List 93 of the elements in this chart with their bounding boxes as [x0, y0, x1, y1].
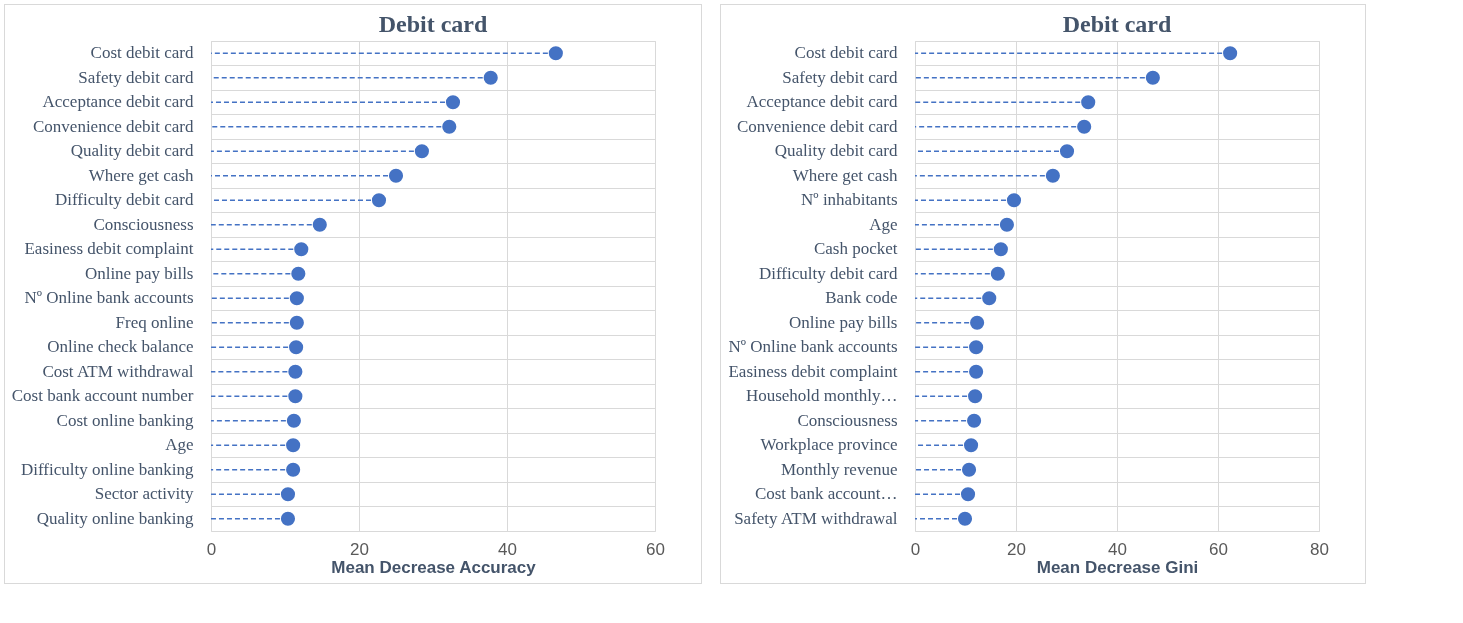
- point: [286, 438, 301, 453]
- y-tick-label: Age: [165, 435, 194, 455]
- x-axis-title: Mean Decrease Accuracy: [331, 557, 537, 577]
- point: [445, 95, 461, 110]
- y-tick-label: Freq online: [115, 312, 194, 332]
- y-tick-label: Acceptance debit card: [746, 92, 898, 112]
- point: [280, 511, 296, 526]
- y-tick-label: Cost debit card: [794, 43, 898, 63]
- point: [957, 511, 973, 526]
- point: [442, 119, 457, 134]
- point: [1081, 95, 1096, 110]
- point: [294, 242, 309, 257]
- y-tick-label: Where get cash: [88, 165, 194, 185]
- point: [548, 46, 563, 61]
- y-tick-label: Difficulty debit card: [55, 190, 194, 210]
- y-tick-label: Cash pocket: [813, 239, 898, 259]
- y-tick-label: Where get cash: [792, 165, 898, 185]
- point: [483, 70, 498, 85]
- point: [1059, 144, 1075, 159]
- point: [1223, 46, 1238, 61]
- point: [286, 462, 301, 477]
- point: [963, 438, 979, 453]
- y-tick-label: Consciousness: [797, 410, 898, 430]
- y-tick-label: Online check balance: [47, 337, 194, 357]
- y-tick-label: Consciousness: [93, 214, 194, 234]
- y-tick-label: Cost online banking: [56, 410, 194, 430]
- y-tick-label: Online pay bills: [84, 263, 194, 283]
- point: [289, 315, 304, 330]
- y-tick-label: Nº inhabitants: [801, 190, 898, 210]
- point: [388, 168, 404, 183]
- point: [969, 364, 984, 379]
- point: [999, 217, 1014, 232]
- point: [288, 364, 303, 379]
- point: [291, 266, 306, 281]
- y-tick-label: Easiness debit complaint: [728, 361, 898, 381]
- point: [1145, 70, 1160, 85]
- x-tick-label: 60: [646, 539, 665, 559]
- y-tick-label: Cost debit card: [90, 43, 194, 63]
- y-tick-label: Safety debit card: [782, 67, 898, 87]
- point: [371, 193, 387, 208]
- y-tick-label: Safety debit card: [78, 67, 194, 87]
- point: [1045, 168, 1060, 183]
- y-tick-label: Cost ATM withdrawal: [42, 361, 194, 381]
- y-tick-label: Age: [869, 214, 898, 234]
- y-tick-label: Quality debit card: [774, 141, 898, 161]
- x-tick-label: 40: [498, 539, 517, 559]
- y-tick-label: Cost bank account number: [11, 386, 194, 406]
- point: [289, 291, 304, 306]
- y-tick-label: Difficulty online banking: [21, 459, 194, 479]
- point: [960, 487, 976, 502]
- y-tick-label: Convenience debit card: [737, 116, 898, 136]
- point: [1077, 119, 1092, 134]
- y-tick-label: Sector activity: [94, 484, 194, 504]
- x-tick-label: 60: [1209, 539, 1228, 559]
- y-tick-label: Nº Online bank accounts: [24, 288, 194, 308]
- y-tick-label: Quality online banking: [36, 508, 194, 528]
- x-tick-label: 20: [1007, 539, 1026, 559]
- point: [961, 462, 977, 477]
- y-tick-label: Online pay bills: [788, 312, 898, 332]
- point: [968, 389, 983, 404]
- y-tick-label: Easiness debit complaint: [24, 239, 194, 259]
- point: [1006, 193, 1022, 208]
- y-tick-label: Cost bank account…: [754, 484, 898, 504]
- point: [982, 291, 997, 306]
- chart-title: Debit card: [378, 11, 488, 37]
- point: [280, 487, 296, 502]
- x-axis-title: Mean Decrease Gini: [1036, 557, 1199, 577]
- x-tick-label: 40: [1108, 539, 1127, 559]
- y-tick-label: Difficulty debit card: [759, 263, 898, 283]
- y-tick-label: Acceptance debit card: [42, 92, 194, 112]
- point: [970, 315, 985, 330]
- y-tick-label: Nº Online bank accounts: [728, 337, 898, 357]
- y-tick-label: Household monthly…: [745, 386, 898, 406]
- y-tick-label: Monthly revenue: [780, 459, 898, 479]
- x-tick-label: 0: [206, 539, 217, 559]
- y-tick-label: Workplace province: [760, 435, 898, 455]
- point: [969, 340, 984, 355]
- point: [286, 413, 301, 428]
- point: [990, 266, 1005, 281]
- point: [288, 389, 303, 404]
- point: [414, 144, 429, 159]
- point: [289, 340, 304, 355]
- point: [967, 413, 982, 428]
- point: [993, 242, 1008, 257]
- y-tick-label: Safety ATM withdrawal: [734, 508, 898, 528]
- y-tick-label: Bank code: [825, 288, 898, 308]
- point: [312, 217, 327, 232]
- y-tick-label: Quality debit card: [70, 141, 194, 161]
- x-tick-label: 0: [910, 539, 921, 559]
- y-tick-label: Convenience debit card: [33, 116, 194, 136]
- x-tick-label: 80: [1310, 539, 1329, 559]
- chart-title: Debit card: [1062, 11, 1172, 37]
- x-tick-label: 20: [350, 539, 369, 559]
